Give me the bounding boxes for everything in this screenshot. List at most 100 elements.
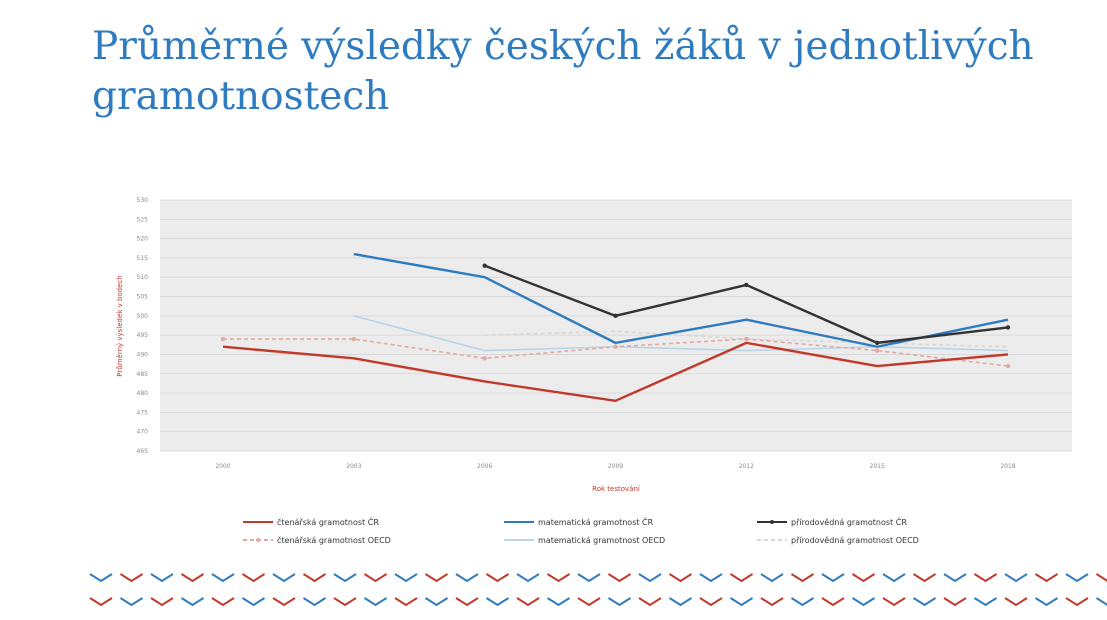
chevron-mark — [882, 573, 906, 583]
x-tick-label: 2018 — [1000, 463, 1015, 470]
chevron-mark — [424, 573, 449, 583]
chevron-mark — [394, 597, 418, 607]
data-point — [1005, 325, 1011, 330]
data-point — [351, 336, 357, 342]
y-tick-label: 525 — [137, 216, 149, 223]
chevron-mark — [577, 597, 601, 607]
data-point — [744, 282, 749, 288]
y-tick-label: 485 — [137, 371, 149, 378]
y-tick-label: 475 — [137, 409, 149, 416]
chevron-mark — [516, 573, 540, 583]
chevron-mark — [333, 573, 357, 583]
chevron-mark — [363, 597, 388, 607]
chevron-mark — [119, 573, 144, 583]
chevron-mark — [272, 573, 296, 583]
chevron-mark — [180, 573, 205, 583]
chevron-mark — [1095, 597, 1107, 606]
chevron-mark — [455, 573, 479, 583]
y-axis-label: Průměrný výsledek v bodech — [116, 275, 124, 376]
chevron-mark — [302, 597, 327, 607]
chevron-mark — [211, 597, 235, 607]
legend-marker — [256, 538, 260, 542]
legend-item: čtenářská gramotnost OECD — [243, 535, 391, 545]
chevron-mark — [424, 597, 449, 607]
y-tick-label: 465 — [137, 448, 149, 455]
chevron-mark — [943, 597, 967, 607]
legend-item: přírodovědná gramotnost ČR — [757, 516, 907, 527]
chevron-mark — [394, 573, 418, 583]
y-tick-label: 470 — [137, 429, 149, 436]
chevron-mark — [1004, 573, 1028, 583]
y-tick-label: 530 — [137, 197, 149, 204]
chevron-mark — [760, 597, 784, 607]
series-line — [353, 252, 1009, 348]
data-point — [744, 336, 749, 342]
chevron-mark — [89, 573, 113, 583]
plot-background — [160, 200, 1072, 451]
chevron-mark — [729, 597, 754, 607]
chevron-mark — [1034, 597, 1059, 607]
chevron-mark — [333, 597, 357, 607]
chevron-mark — [1095, 573, 1107, 582]
y-tick-label: 490 — [137, 351, 149, 358]
chevron-mark — [668, 597, 693, 607]
chevron-mark — [180, 597, 205, 607]
chevron-mark — [272, 597, 296, 607]
legend-label: přírodovědná gramotnost OECD — [791, 536, 919, 545]
x-tick-label: 2015 — [870, 463, 885, 470]
x-tick-label: 2006 — [477, 463, 492, 470]
chevron-mark — [851, 597, 876, 607]
data-point — [220, 336, 226, 342]
decorative-chevron-border — [89, 573, 1107, 607]
chevron-mark — [302, 573, 327, 583]
data-point — [613, 344, 618, 349]
x-tick-label: 2012 — [739, 463, 754, 470]
chevron-mark — [516, 597, 540, 607]
series-line — [222, 341, 1009, 402]
x-tick-label: 2000 — [215, 463, 230, 470]
y-tick-label: 510 — [137, 274, 149, 281]
legend-item: čtenářská gramotnost ČR — [243, 516, 379, 527]
chevron-mark — [973, 597, 998, 607]
chevron-mark — [211, 573, 235, 583]
chevron-mark — [1004, 597, 1028, 607]
series-line — [220, 336, 1011, 369]
y-tick-label: 520 — [137, 236, 149, 243]
chevron-mark — [607, 573, 632, 583]
chevron-mark — [699, 597, 723, 607]
chevron-mark — [638, 597, 662, 607]
chevron-mark — [699, 573, 723, 583]
page-title: Průměrné výsledky českých žáků v jednotl… — [92, 24, 1034, 119]
chevron-mark — [790, 573, 815, 583]
chevron-mark — [1034, 573, 1059, 583]
series-path — [353, 252, 1009, 348]
x-tick-label: 2003 — [346, 463, 361, 470]
chevron-mark — [973, 573, 998, 583]
series-path — [353, 315, 1009, 352]
chevron-mark — [1065, 597, 1089, 607]
x-axis-label: Rok testování — [592, 485, 641, 493]
chevron-mark — [485, 597, 510, 607]
chevron-mark — [882, 597, 906, 607]
legend-label: čtenářská gramotnost OECD — [277, 535, 391, 545]
legend-label: matematická gramotnost ČR — [538, 516, 654, 527]
chevron-mark — [851, 573, 876, 583]
y-tick-label: 500 — [137, 313, 149, 320]
chevron-mark — [638, 573, 662, 583]
legend-label: přírodovědná gramotnost ČR — [791, 516, 907, 527]
chevron-mark — [821, 597, 845, 607]
data-point — [482, 263, 487, 268]
chevron-mark — [729, 573, 754, 583]
chevron-mark — [119, 597, 144, 607]
chevron-mark — [668, 573, 693, 583]
chevron-mark — [912, 597, 937, 607]
chevron-mark — [577, 573, 601, 583]
data-point — [482, 356, 487, 361]
legend-label: čtenářská gramotnost ČR — [277, 516, 379, 527]
chevron-mark — [912, 573, 937, 583]
chevron-mark — [546, 597, 571, 607]
chevron-mark — [790, 597, 815, 607]
chevron-mark — [150, 597, 174, 607]
